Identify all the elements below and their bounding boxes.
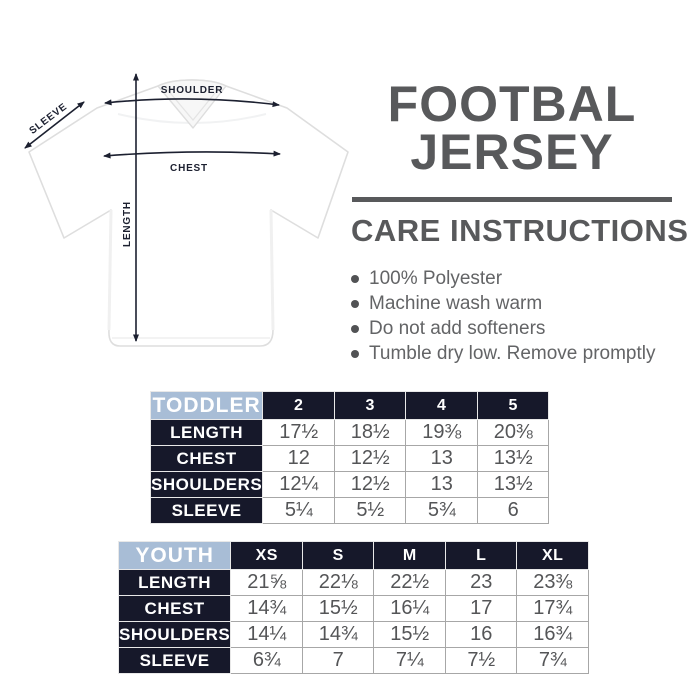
row-label-cell: SHOULDERS xyxy=(149,471,264,498)
value-cell: 23 xyxy=(445,569,518,596)
sleeve-measure-arrow xyxy=(24,101,85,149)
value-cell: 16¾ xyxy=(516,621,590,648)
value-cell: 14¼ xyxy=(230,621,304,648)
list-item: Machine wash warm xyxy=(351,291,681,316)
jersey-measurement-diagram: SHOULDER CHEST SLEEVE LENGTH xyxy=(0,0,352,385)
table-header-row: YOUTH XS S M L XL xyxy=(117,541,590,570)
value-cell: 21⅝ xyxy=(230,569,304,596)
column-header-cell: L xyxy=(445,541,518,570)
measurement-arrows-group xyxy=(24,73,281,342)
column-header-cell: S xyxy=(302,541,375,570)
table-row: SHOULDERS 12¼ 12½ 13 13½ xyxy=(149,471,550,498)
care-item-text: Do not add softeners xyxy=(369,317,546,339)
value-cell: 5¾ xyxy=(405,497,479,524)
jersey-illustration: SHOULDER CHEST SLEEVE LENGTH xyxy=(24,73,349,347)
value-cell: 7½ xyxy=(445,647,518,674)
list-item: Do not add softeners xyxy=(351,316,681,341)
title-line-2: JERSEY xyxy=(410,124,614,180)
column-header-cell: 2 xyxy=(262,391,336,420)
value-cell: 22⅛ xyxy=(302,569,375,596)
value-cell: 13½ xyxy=(477,445,550,472)
bullet-icon xyxy=(351,324,359,333)
value-cell: 13 xyxy=(405,471,479,498)
row-label-cell: CHEST xyxy=(117,595,232,622)
column-header-cell: XS xyxy=(230,541,304,570)
value-cell: 17½ xyxy=(262,419,336,446)
care-instructions-heading: CARE INSTRUCTIONS xyxy=(351,213,689,248)
column-header-cell: 3 xyxy=(334,391,407,420)
shoulder-measure-arrow xyxy=(104,98,280,108)
youth-group-header-cell: YOUTH xyxy=(117,541,232,570)
table-row: LENGTH 17½ 18½ 19⅜ 20⅜ xyxy=(149,419,550,446)
table-row: LENGTH 21⅝ 22⅛ 22½ 23 23⅜ xyxy=(117,569,590,596)
row-label-cell: LENGTH xyxy=(117,569,232,596)
value-cell: 20⅜ xyxy=(477,419,550,446)
care-item-text: Tumble dry low. Remove promptly xyxy=(369,342,656,364)
value-cell: 13½ xyxy=(477,471,550,498)
table-row: SLEEVE 6¾ 7 7¼ 7½ 7¾ xyxy=(117,647,590,674)
title-divider xyxy=(352,197,672,202)
toddler-size-table: TODDLER 2 3 4 5 LENGTH 17½ 18½ 19⅜ 20⅜ C… xyxy=(149,391,550,524)
jersey-fold-shading xyxy=(107,209,275,331)
value-cell: 12 xyxy=(262,445,336,472)
value-cell: 7¾ xyxy=(516,647,590,674)
value-cell: 15½ xyxy=(373,621,447,648)
row-label-cell: SLEEVE xyxy=(149,497,264,524)
value-cell: 12½ xyxy=(334,445,407,472)
value-cell: 12¼ xyxy=(262,471,336,498)
shoulder-measure-label: SHOULDER xyxy=(161,85,224,96)
row-label-cell: CHEST xyxy=(149,445,264,472)
column-header-cell: 4 xyxy=(405,391,479,420)
value-cell: 6¾ xyxy=(230,647,304,674)
value-cell: 19⅜ xyxy=(405,419,479,446)
table-row: CHEST 14¾ 15½ 16¼ 17 17¾ xyxy=(117,595,590,622)
value-cell: 6 xyxy=(477,497,550,524)
value-cell: 18½ xyxy=(334,419,407,446)
value-cell: 16 xyxy=(445,621,518,648)
table-header-row: TODDLER 2 3 4 5 xyxy=(149,391,550,420)
value-cell: 13 xyxy=(405,445,479,472)
jersey-shape-group xyxy=(28,79,349,347)
column-header-cell: 5 xyxy=(477,391,550,420)
youth-size-table: YOUTH XS S M L XL LENGTH 21⅝ 22⅛ 22½ 23 … xyxy=(117,541,590,674)
chest-measure-arrow xyxy=(103,150,281,159)
title-line-1: FOOTBAL xyxy=(387,76,637,132)
column-header-cell: M xyxy=(373,541,447,570)
value-cell: 17¾ xyxy=(516,595,590,622)
table-row: SHOULDERS 14¼ 14¾ 15½ 16 16¾ xyxy=(117,621,590,648)
value-cell: 14¾ xyxy=(230,595,304,622)
column-header-cell: XL xyxy=(516,541,590,570)
value-cell: 5½ xyxy=(334,497,407,524)
row-label-cell: SLEEVE xyxy=(117,647,232,674)
bullet-icon xyxy=(351,274,359,283)
bullet-icon xyxy=(351,349,359,358)
value-cell: 7 xyxy=(302,647,375,674)
value-cell: 14¾ xyxy=(302,621,375,648)
value-cell: 22½ xyxy=(373,569,447,596)
table-row: SLEEVE 5¼ 5½ 5¾ 6 xyxy=(149,497,550,524)
value-cell: 7¼ xyxy=(373,647,447,674)
value-cell: 5¼ xyxy=(262,497,336,524)
row-label-cell: LENGTH xyxy=(149,419,264,446)
table-row: CHEST 12 12½ 13 13½ xyxy=(149,445,550,472)
list-item: Tumble dry low. Remove promptly xyxy=(351,341,681,366)
chest-measure-label: CHEST xyxy=(170,163,208,174)
list-item: 100% Polyester xyxy=(351,266,681,291)
care-item-text: 100% Polyester xyxy=(369,267,503,289)
length-measure-label: LENGTH xyxy=(122,201,133,247)
care-instructions-list: 100% Polyester Machine wash warm Do not … xyxy=(351,266,681,366)
value-cell: 23⅜ xyxy=(516,569,590,596)
care-item-text: Machine wash warm xyxy=(369,292,543,314)
bullet-icon xyxy=(351,299,359,308)
row-label-cell: SHOULDERS xyxy=(117,621,232,648)
value-cell: 16¼ xyxy=(373,595,447,622)
page-title: FOOTBAL JERSEY xyxy=(350,76,674,180)
value-cell: 17 xyxy=(445,595,518,622)
toddler-group-header-cell: TODDLER xyxy=(149,391,264,420)
value-cell: 12½ xyxy=(334,471,407,498)
value-cell: 15½ xyxy=(302,595,375,622)
